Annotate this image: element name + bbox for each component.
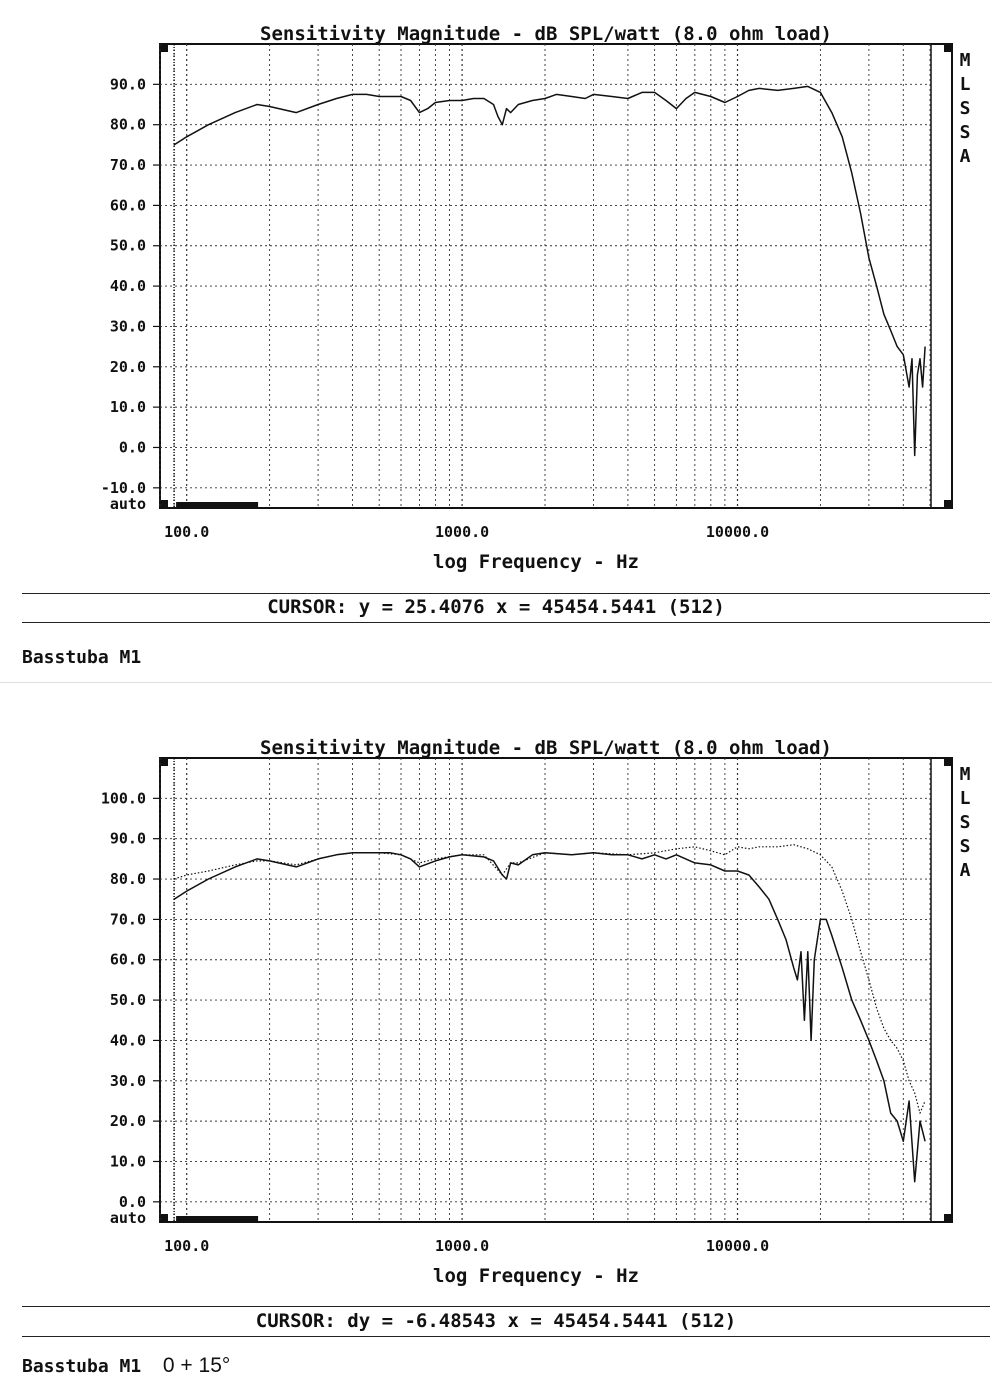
corner-marker [160, 1214, 168, 1222]
y-tick-label: 70.0 [110, 910, 146, 928]
mlssa-letter: S [960, 98, 971, 119]
x-tick-label: 100.0 [164, 523, 209, 541]
caption: Basstuba M1 [22, 645, 152, 669]
mlssa-letter: A [960, 860, 971, 881]
x-tick-label: 100.0 [164, 1237, 209, 1255]
mlssa-letter: S [960, 122, 971, 143]
corner-marker [160, 500, 168, 508]
mlssa-letter: M [960, 50, 971, 71]
y-tick-label: 80.0 [110, 870, 146, 888]
mlssa-letter: L [960, 74, 971, 95]
y-tick-label: 20.0 [110, 1112, 146, 1130]
caption-note: 0 + 15° [162, 1354, 231, 1377]
y-tick-label: 60.0 [110, 951, 146, 969]
caption-title: Basstuba M1 [22, 647, 142, 668]
chart-title: Sensitivity Magnitude - dB SPL/watt (8.0… [260, 737, 832, 759]
x-tick-label: 1000.0 [435, 1237, 489, 1255]
mlssa-letter: M [960, 764, 971, 785]
series-line-2 [173, 844, 926, 1114]
y-tick-label: 10.0 [110, 1152, 146, 1170]
corner-marker [944, 758, 952, 766]
cursor-rule-bottom [22, 622, 990, 623]
mlssa-letter: L [960, 788, 971, 809]
cursor-rule-top [22, 1306, 990, 1307]
caption-title: Basstuba M1 [22, 1356, 142, 1377]
y-tick-label: 0.0 [119, 438, 146, 456]
page-separator [0, 682, 992, 683]
chart-title: Sensitivity Magnitude - dB SPL/watt (8.0… [260, 23, 832, 45]
corner-marker [944, 1214, 952, 1222]
range-bar [176, 502, 259, 507]
y-tick-label: 10.0 [110, 398, 146, 416]
mlssa-letter: S [960, 836, 971, 857]
x-axis-label: log Frequency - Hz [433, 1265, 639, 1287]
corner-marker [944, 500, 952, 508]
y-tick-label: 90.0 [110, 830, 146, 848]
y-auto-label: auto [110, 495, 146, 513]
plot-frame [159, 757, 953, 1223]
y-tick-label: 50.0 [110, 991, 146, 1009]
y-tick-label: 50.0 [110, 237, 146, 255]
y-tick-label: 100.0 [101, 789, 146, 807]
plot-frame [159, 43, 953, 509]
caption: Basstuba M1 0 + 15° [22, 1354, 230, 1378]
y-tick-label: 40.0 [110, 1031, 146, 1049]
y-tick-label: 60.0 [110, 196, 146, 214]
x-tick-label: 10000.0 [706, 1237, 769, 1255]
y-tick-label: 0.0 [119, 1193, 146, 1211]
x-tick-label: 10000.0 [706, 523, 769, 541]
cursor-rule-top [22, 593, 990, 594]
range-bar [176, 1216, 259, 1221]
cursor-readout: CURSOR: dy = -6.48543 x = 45454.5441 (51… [255, 1310, 737, 1332]
series-line-1 [173, 852, 926, 1183]
mlssa-letter: A [960, 146, 971, 167]
y-tick-label: 80.0 [110, 116, 146, 134]
series-line-1 [173, 85, 926, 457]
x-tick-label: 1000.0 [435, 523, 489, 541]
corner-marker [160, 758, 168, 766]
corner-marker [160, 44, 168, 52]
corner-marker [944, 44, 952, 52]
y-tick-label: -10.0 [101, 479, 146, 497]
y-tick-label: 30.0 [110, 1072, 146, 1090]
y-tick-label: 40.0 [110, 277, 146, 295]
y-tick-label: 70.0 [110, 156, 146, 174]
y-tick-label: 90.0 [110, 75, 146, 93]
y-tick-label: 30.0 [110, 317, 146, 335]
chart-panel-1: 90.0 80.0 70.0 60.0 50.0 40.0 30.0 20.0 10.0 0.0 -… [101, 23, 971, 573]
y-auto-label: auto [110, 1209, 146, 1227]
chart-panel-2: 100.0 90.0 80.0 70.0 60.0 50.0 40.0 30.0 20.0 10.… [101, 737, 971, 1287]
cursor-rule-bottom [22, 1336, 990, 1337]
y-tick-label: 20.0 [110, 358, 146, 376]
mlssa-letter: S [960, 812, 971, 833]
x-axis-label: log Frequency - Hz [433, 551, 639, 573]
cursor-readout: CURSOR: y = 25.4076 x = 45454.5441 (512) [267, 596, 725, 618]
